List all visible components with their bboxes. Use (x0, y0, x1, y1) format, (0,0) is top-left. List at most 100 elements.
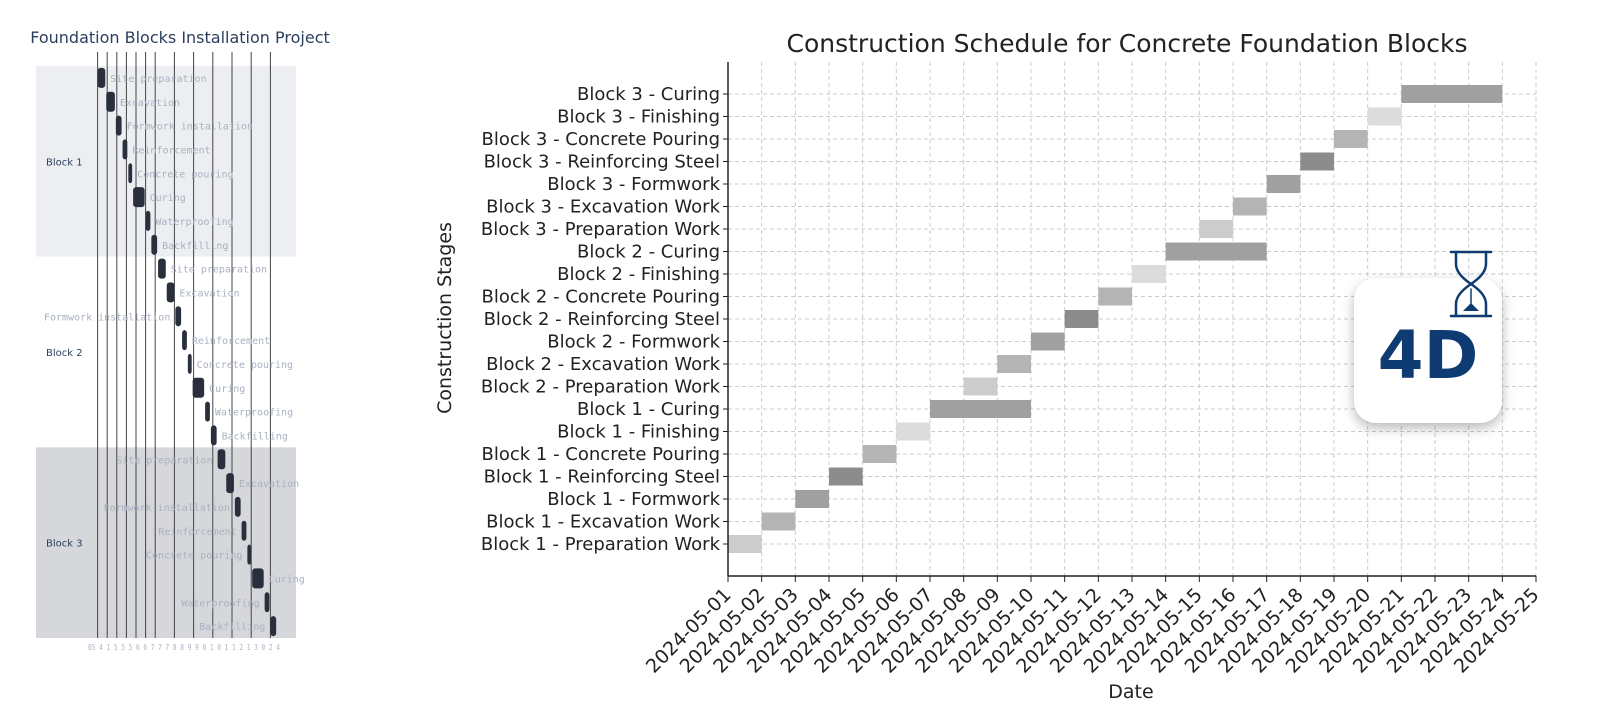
group-label: Block 1 (46, 157, 83, 168)
x-tick-label: 2024-05-03 (709, 584, 803, 678)
task-bar (1334, 130, 1368, 148)
task-bar (158, 258, 166, 279)
task-label: Waterproofing (181, 598, 259, 609)
task-bars (97, 67, 277, 637)
y-tick-label: Block 3 - Excavation Work (486, 197, 720, 218)
x-tick-label: 2024-05-20 (1282, 584, 1376, 678)
task-bar (728, 535, 762, 553)
task-bar (1199, 220, 1233, 238)
task-bars (728, 85, 1503, 553)
left-chart-title: Foundation Blocks Installation Project (30, 28, 330, 47)
y-tick-label: Block 1 - Excavation Work (486, 512, 720, 533)
task-bar (192, 377, 205, 398)
task-bar (896, 422, 930, 441)
task-label: Waterproofing (215, 408, 293, 419)
x-tick-label: 2024-05-14 (1080, 584, 1174, 678)
y-tick-label: Block 2 - Excavation Work (486, 354, 720, 375)
task-label: Concrete pouring (197, 360, 293, 371)
x-tick-label: 2024-05-08 (878, 584, 972, 678)
task-label: Formwork installation (127, 122, 253, 133)
y-tick-label: Block 1 - Formwork (547, 489, 720, 510)
group-band (36, 447, 296, 638)
task-label: Waterproofing (155, 217, 233, 228)
task-label: Concrete pouring (137, 169, 233, 180)
task-bar (182, 330, 187, 351)
grid-lines (728, 62, 1537, 576)
task-bar (205, 401, 210, 422)
y-tick-label: Block 1 - Curing (577, 399, 720, 420)
task-label: Formwork installation (44, 312, 170, 323)
group-labels: Block 1 Block 2 Block 3 (46, 157, 83, 549)
hourglass-icon (1449, 250, 1493, 318)
x-tick-label: 2024-05-25 (1450, 584, 1544, 678)
left-timeline-chart: Foundation Blocks Installation Project S… (30, 28, 330, 652)
x-tick-labels: 05 4 1 5 5 5 6 6 7 7 7 8 8 9 9 0 1 0 1 1… (88, 643, 280, 652)
task-bar (963, 377, 998, 396)
task-label: Curing (150, 193, 186, 204)
task-label: Reinforcement (158, 527, 236, 538)
task-label: Backfilling (199, 622, 265, 633)
y-tick-label: Block 3 - Preparation Work (481, 219, 721, 240)
task-bar (226, 473, 234, 494)
task-bar (1233, 197, 1267, 216)
task-bar (210, 425, 217, 446)
task-bar (829, 467, 863, 486)
task-label: Excavation (239, 479, 299, 490)
x-tick-label: 2024-05-23 (1383, 584, 1477, 678)
4d-badge: 4D (1354, 250, 1502, 423)
task-bar (241, 520, 247, 541)
y-tick-label: Block 1 - Finishing (557, 422, 720, 443)
task-bar (1401, 85, 1503, 103)
task-bar (930, 400, 1031, 418)
task-bar (175, 306, 182, 327)
task-bar (128, 163, 133, 184)
y-tick-label: Block 1 - Preparation Work (481, 534, 721, 555)
axes (727, 62, 1536, 577)
task-bar (217, 449, 226, 470)
task-label: Excavation (179, 288, 239, 299)
task-bar (252, 568, 264, 589)
task-label: Formwork installation (103, 503, 229, 514)
group-label: Block 2 (46, 348, 83, 359)
group-bands (36, 66, 296, 638)
y-tick-label: Block 3 - Concrete Pouring (482, 129, 720, 150)
task-bar (862, 445, 897, 463)
task-bar (1367, 107, 1402, 126)
task-label: Site preparation (110, 74, 206, 85)
x-tick-labels: 2024-05-012024-05-022024-05-032024-05-04… (642, 576, 1544, 678)
y-tick-label: Block 1 - Reinforcing Steel (484, 467, 720, 488)
task-bar (270, 616, 277, 637)
y-tick-label: Block 2 - Concrete Pouring (482, 287, 720, 308)
x-tick-label: 2024-05-10 (945, 584, 1039, 678)
task-bar (187, 353, 192, 374)
vertical-lines (97, 52, 271, 638)
x-tick-label: 2024-05-02 (676, 584, 770, 678)
y-tick-label: Block 2 - Reinforcing Steel (484, 309, 720, 330)
task-bar (1098, 287, 1132, 306)
task-bar (234, 496, 241, 517)
task-bar (247, 544, 252, 565)
task-label: Concrete pouring (146, 551, 242, 562)
x-tick-label: 2024-05-22 (1349, 584, 1443, 678)
x-tick-label: 2024-05-16 (1147, 584, 1241, 678)
badge-text: 4D (1378, 317, 1479, 394)
task-bar (1132, 265, 1166, 283)
task-label: Site preparation (116, 455, 212, 466)
x-tick-label: 2024-05-09 (911, 584, 1005, 678)
task-bar (145, 210, 151, 231)
x-tick-label: 2024-05-06 (810, 584, 904, 678)
x-tick-label: 2024-05-04 (743, 584, 837, 678)
x-tick-label: 2024-05-05 (777, 584, 871, 678)
task-bar (997, 355, 1031, 373)
task-labels: Site preparation Excavation Formwork insta… (44, 74, 305, 633)
x-axis-label: Date (1108, 681, 1153, 703)
task-bar (97, 67, 106, 88)
task-label: Backfilling (222, 431, 288, 442)
task-bar (1165, 242, 1267, 261)
task-bar (1266, 175, 1301, 193)
x-tick-label: 2024-05-18 (1214, 584, 1308, 678)
task-bar (761, 512, 796, 531)
x-tick-label: 2024-05-13 (1046, 584, 1140, 678)
y-tick-label: Block 3 - Finishing (557, 107, 720, 128)
